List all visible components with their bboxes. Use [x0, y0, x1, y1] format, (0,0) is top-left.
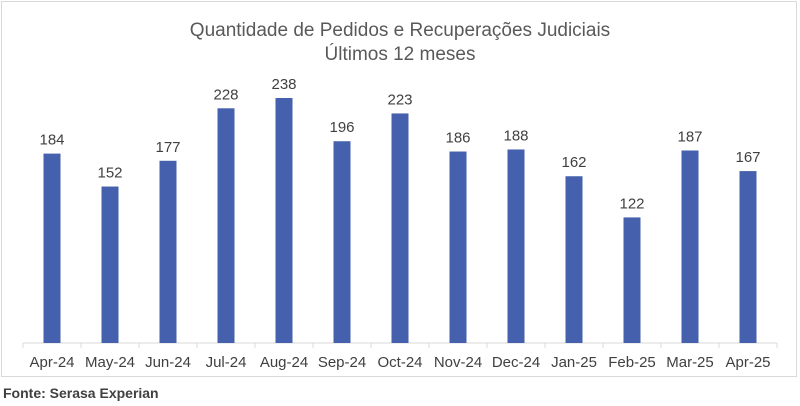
- data-label-may-24: 152: [97, 165, 122, 182]
- chart-subtitle: Últimos 12 meses: [324, 44, 476, 65]
- tick-label-jul-24: Jul-24: [206, 354, 247, 371]
- bar-feb-25: [623, 217, 641, 343]
- bar-mar-25: [681, 150, 699, 343]
- bar-sep-24: [333, 141, 351, 343]
- data-label-oct-24: 223: [387, 91, 412, 108]
- tick-label-may-24: May-24: [85, 354, 135, 371]
- bar-dec-24: [507, 149, 525, 343]
- source-note: Fonte: Serasa Experian: [3, 385, 159, 401]
- data-label-mar-25: 187: [677, 129, 702, 146]
- tick-label-apr-24: Apr-24: [29, 354, 74, 371]
- bar-apr-25: [739, 171, 757, 343]
- bar-aug-24: [275, 98, 293, 343]
- data-label-jul-24: 228: [213, 86, 238, 103]
- data-label-jun-24: 177: [155, 139, 180, 156]
- data-label-dec-24: 188: [503, 127, 528, 144]
- bar-apr-24: [43, 153, 61, 343]
- tick-label-dec-24: Dec-24: [492, 354, 540, 371]
- data-label-apr-25: 167: [735, 149, 760, 166]
- data-label-nov-24: 186: [445, 130, 470, 147]
- bar-jan-25: [565, 176, 583, 343]
- bar-oct-24: [391, 113, 409, 343]
- data-label-feb-25: 122: [619, 195, 644, 212]
- tick-label-feb-25: Feb-25: [608, 354, 656, 371]
- chart-title: Quantidade de Pedidos e Recuperações Jud…: [189, 20, 611, 41]
- tick-label-aug-24: Aug-24: [260, 354, 308, 371]
- tick-label-jan-25: Jan-25: [551, 354, 597, 371]
- tick-label-oct-24: Oct-24: [377, 354, 422, 371]
- bar-chart: 184 Apr-24 152 May-24 177 Jun-24 228 Jul-24 238 A…: [22, 76, 778, 371]
- data-label-apr-24: 184: [39, 132, 64, 149]
- tick-label-mar-25: Mar-25: [666, 354, 714, 371]
- data-label-jan-25: 162: [561, 154, 586, 171]
- data-label-aug-24: 238: [271, 76, 296, 93]
- data-label-sep-24: 196: [329, 119, 354, 136]
- bar-nov-24: [449, 151, 467, 343]
- bar-jun-24: [159, 160, 177, 343]
- tick-label-jun-24: Jun-24: [145, 354, 191, 371]
- tick-label-apr-25: Apr-25: [725, 354, 770, 371]
- bar-jul-24: [217, 108, 235, 343]
- tick-label-nov-24: Nov-24: [434, 354, 482, 371]
- tick-label-sep-24: Sep-24: [318, 354, 366, 371]
- bar-may-24: [101, 186, 119, 343]
